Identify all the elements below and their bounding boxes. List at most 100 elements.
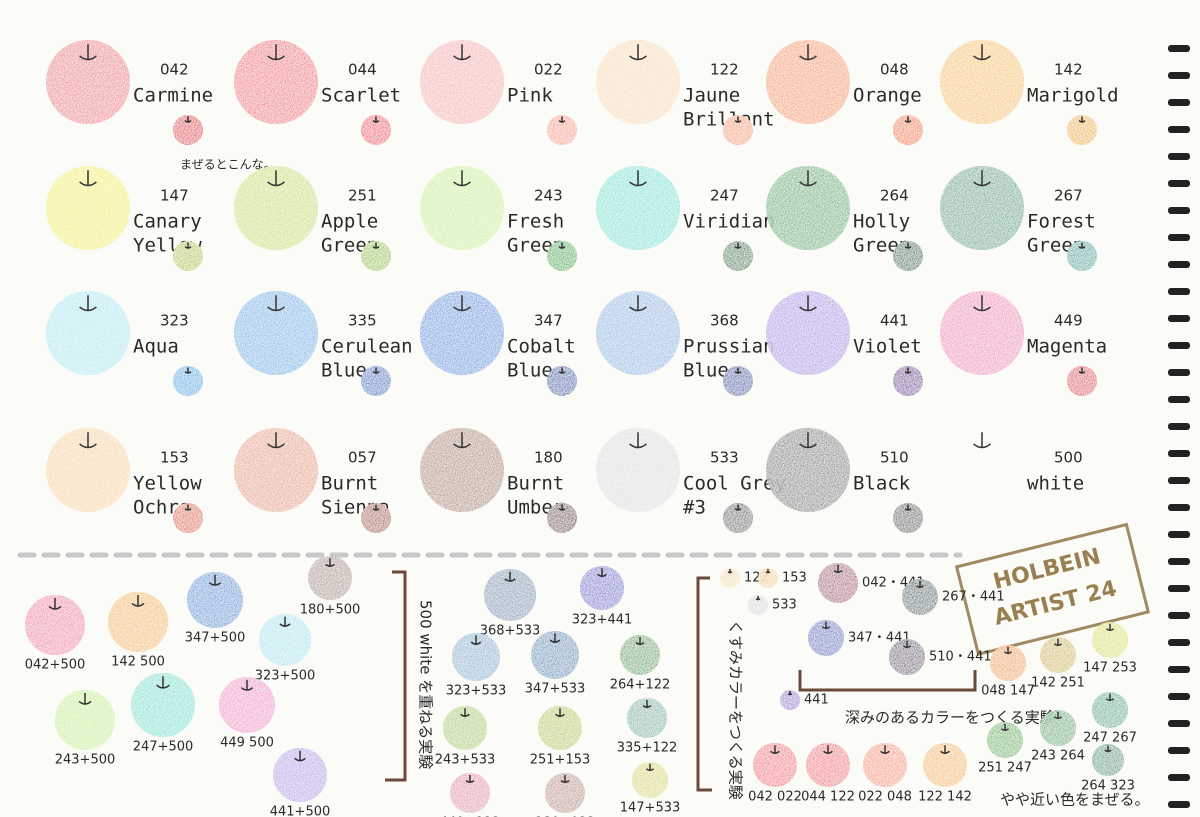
binding-ring xyxy=(1168,207,1190,214)
color-code: 142 xyxy=(1054,61,1083,79)
binding-ring xyxy=(1168,99,1190,106)
mix-swatch xyxy=(1092,622,1128,658)
mix-dot xyxy=(893,366,923,396)
note: まぜるとこんな。 xyxy=(180,158,276,172)
apple-stem xyxy=(755,596,761,601)
color-code: 057 xyxy=(348,449,377,467)
mix-dot xyxy=(893,115,923,145)
mix-dot xyxy=(1067,241,1097,271)
binding-ring xyxy=(1168,288,1190,295)
binding-ring xyxy=(1168,720,1190,727)
mix-dot xyxy=(361,241,391,271)
apple-stem xyxy=(267,44,285,61)
apple-stem xyxy=(1053,711,1063,720)
mix-label: 347+533 xyxy=(525,682,586,697)
mix-label: 347・441 xyxy=(848,631,911,646)
mix-label: 510・441 xyxy=(929,650,992,665)
mix-dot xyxy=(361,115,391,145)
mix-swatch xyxy=(580,566,624,610)
color-name: Cobalt xyxy=(507,336,576,358)
apple-stem xyxy=(629,170,647,187)
apple-stem xyxy=(453,170,471,187)
mix-label: 251 247 xyxy=(978,761,1032,776)
color-code: 267 xyxy=(1054,187,1083,205)
mix-label: 247 267 xyxy=(1083,731,1137,746)
color-code: 122 xyxy=(710,61,739,79)
mix-label: 323+441 xyxy=(572,613,633,628)
mix-swatch xyxy=(219,677,275,733)
mix-label: 147+533 xyxy=(620,801,681,816)
mix-swatch xyxy=(818,563,858,603)
binding-ring xyxy=(1168,72,1190,79)
apple-stem xyxy=(823,745,833,754)
apple-stem xyxy=(279,616,291,627)
mix-dot xyxy=(173,366,203,396)
apple-stem xyxy=(558,242,566,249)
mix-swatch xyxy=(259,614,311,666)
mix-swatch xyxy=(889,639,925,675)
mix-dot xyxy=(723,241,753,271)
apple-stem xyxy=(558,367,566,374)
apple-stem xyxy=(460,708,470,717)
apple-stem xyxy=(184,504,192,511)
color-name: Burnt xyxy=(507,473,564,495)
apple-stem xyxy=(372,367,380,374)
apple-stem xyxy=(799,170,817,187)
color-swatch xyxy=(766,166,850,250)
color-code: 048 xyxy=(880,61,909,79)
mix-label: 247+500 xyxy=(133,740,194,755)
apple-stem xyxy=(765,569,771,574)
apple-stem xyxy=(156,676,170,689)
color-swatch xyxy=(596,166,680,250)
color-code: 147 xyxy=(160,187,189,205)
mix-label: 142 500 xyxy=(111,655,165,670)
binding-ring xyxy=(1168,153,1190,160)
apple-stem xyxy=(1003,646,1013,655)
apple-stem xyxy=(555,708,565,717)
mix-swatch xyxy=(443,706,487,750)
color-name: Cool Grey xyxy=(683,473,786,495)
mix-swatch xyxy=(131,673,195,737)
apple-stem xyxy=(1078,242,1086,249)
binding-ring xyxy=(1168,234,1190,241)
apple-stem xyxy=(372,116,380,123)
mix-swatch xyxy=(990,645,1026,681)
mix-dot xyxy=(723,503,753,533)
mix-label: 153 xyxy=(782,571,807,586)
mix-swatch xyxy=(758,568,778,588)
apple-stem xyxy=(799,295,817,312)
apple-stem xyxy=(131,595,145,607)
apple-stem xyxy=(973,295,991,312)
note: 500 white を重ねる実験 xyxy=(417,600,435,769)
mix-dot xyxy=(173,503,203,533)
apple-stem xyxy=(734,367,742,374)
mix-swatch xyxy=(273,748,327,802)
apple-stem xyxy=(470,635,482,645)
color-code: 251 xyxy=(348,187,377,205)
mix-label: 243+500 xyxy=(55,753,116,768)
apple-stem xyxy=(833,565,843,574)
mix-swatch xyxy=(55,690,115,750)
color-name: Orange xyxy=(853,85,922,107)
binding-ring xyxy=(1168,666,1190,673)
apple-stem xyxy=(79,44,97,61)
apple-stem xyxy=(184,242,192,249)
mix-dot xyxy=(1067,366,1097,396)
color-name: Apple xyxy=(321,211,378,233)
binding-ring xyxy=(1168,612,1190,619)
mix-label: 147 253 xyxy=(1083,661,1137,676)
color-swatch xyxy=(234,428,318,512)
mix-swatch xyxy=(806,743,850,787)
color-code: 264 xyxy=(880,187,909,205)
apple-stem xyxy=(904,367,912,374)
color-name: Blue xyxy=(683,360,729,382)
color-code: 243 xyxy=(534,187,563,205)
apple-stem xyxy=(734,504,742,511)
apple-stem xyxy=(902,640,912,649)
color-code: 449 xyxy=(1054,312,1083,330)
apple-stem xyxy=(453,432,471,449)
apple-stem xyxy=(1078,367,1086,374)
color-name: white xyxy=(1027,473,1084,495)
apple-stem xyxy=(1053,638,1063,647)
color-swatch xyxy=(234,166,318,250)
